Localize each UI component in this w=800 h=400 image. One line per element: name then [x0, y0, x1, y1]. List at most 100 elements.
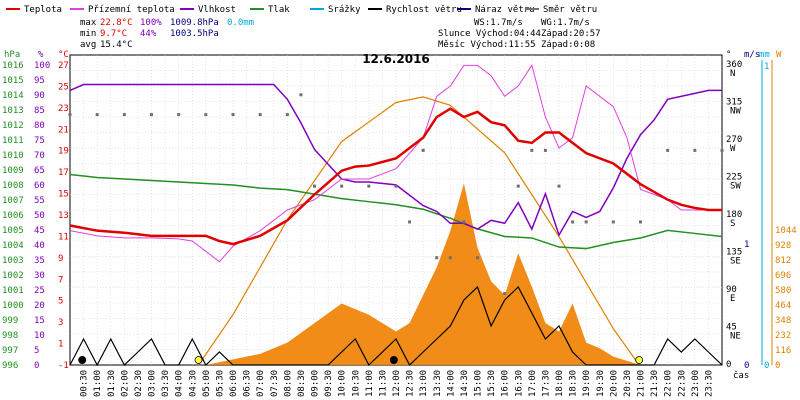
- y-tick-degc: 9: [58, 254, 63, 264]
- x-tick: 19:00: [582, 370, 592, 397]
- y-tick-pct: 55: [34, 196, 45, 206]
- y-tick-pct: 70: [34, 151, 45, 161]
- series-group: [68, 64, 724, 367]
- axis-wm2-label: W: [776, 50, 782, 60]
- axis-mm-label: mm: [759, 50, 770, 60]
- y-tick-wm2: 116: [775, 346, 791, 356]
- stats-min-label: min: [80, 29, 96, 39]
- y-tick-degc: 7: [58, 275, 63, 285]
- y-tick-hpa: 1012: [2, 121, 24, 131]
- y-tick-hpa: 1000: [2, 301, 24, 311]
- x-tick: 03:30: [161, 370, 171, 397]
- y-tick-hpa: 1011: [2, 136, 24, 146]
- x-tick: 07:00: [256, 370, 266, 397]
- wind-dir-point: [543, 148, 547, 152]
- stats-max-press: 1009.8hPa: [170, 18, 219, 28]
- sunrise-marker: [194, 356, 203, 364]
- y-tick-wdir-dir: SE: [730, 257, 741, 267]
- wind-dir-point: [584, 220, 588, 224]
- series-ground-temp: [69, 64, 722, 263]
- y-axes: 1016101510141013101210111010100910081007…: [2, 60, 797, 371]
- x-tick: 01:30: [107, 370, 117, 397]
- x-tick: 18:00: [555, 370, 565, 397]
- x-tick: 22:30: [677, 370, 687, 397]
- wind-dir-point: [394, 184, 398, 188]
- legend: Teplota Přízemní teplota Vlhkost Tlak Srážky…: [6, 5, 597, 15]
- wind-dir-point: [421, 148, 425, 152]
- wind-dir-point: [720, 148, 724, 152]
- legend-label: Tlak: [268, 5, 290, 15]
- info-wg: WG:1.7m/s: [541, 18, 590, 28]
- legend-label: Vlhkost: [198, 5, 236, 15]
- y-tick-pct: 100: [34, 61, 50, 71]
- y-tick-pct: 50: [34, 211, 45, 221]
- wind-dir-point: [122, 113, 126, 117]
- wind-dir-point: [448, 256, 452, 260]
- x-tick: 20:00: [609, 370, 619, 397]
- y-tick-wm2: 928: [775, 241, 791, 251]
- y-tick-pct: 0: [34, 361, 39, 371]
- wind-dir-point: [313, 184, 316, 188]
- y-tick-ms: 1: [744, 240, 749, 250]
- axis-hpa-label: hPa: [4, 50, 20, 60]
- stats-block: max 22.8°C 100% 1009.8hPa 0.0mm min 9.7°…: [80, 18, 254, 50]
- wind-dir-point: [204, 113, 208, 117]
- x-tick: 04:00: [175, 370, 185, 397]
- wind-dir-point: [68, 113, 72, 117]
- y-tick-degc: 23: [58, 104, 69, 114]
- y-tick-hpa: 1007: [2, 196, 24, 206]
- x-tick: 16:00: [501, 370, 511, 397]
- y-tick-wdir-dir: S: [730, 219, 735, 229]
- y-tick-wdir-dir: SW: [730, 182, 741, 192]
- wind-dir-point: [177, 113, 181, 117]
- y-tick-pct: 15: [34, 316, 45, 326]
- y-tick-wdir-dir: W: [730, 144, 736, 154]
- y-tick-pct: 45: [34, 226, 45, 236]
- x-axis: 00:30 01:00 01:30 02:00 02:30 03:00 03:30 04:00…: [80, 370, 715, 397]
- y-tick-ms: 0: [744, 361, 749, 371]
- stats-min-temp: 9.7°C: [100, 29, 127, 39]
- wind-dir-point: [435, 256, 439, 260]
- y-tick-degc: 25: [58, 82, 69, 92]
- wind-dir-point: [557, 184, 561, 188]
- y-tick-pct: 10: [34, 331, 45, 341]
- y-tick-degc: 27: [58, 61, 69, 71]
- x-tick: 10:30: [351, 370, 361, 397]
- wind-dir-point: [285, 113, 289, 117]
- x-tick: 23:30: [704, 370, 714, 397]
- y-tick-pct: 65: [34, 166, 45, 176]
- moonset-marker: [78, 356, 87, 364]
- y-tick-pct: 60: [34, 181, 45, 191]
- x-tick: 16:30: [514, 370, 524, 397]
- y-tick-degc: 15: [58, 190, 69, 200]
- x-tick: 21:30: [650, 370, 660, 397]
- y-tick-wdir: 360: [726, 60, 742, 70]
- y-tick-hpa: 1004: [2, 241, 24, 251]
- stats-avg-temp: 15.4°C: [100, 40, 133, 50]
- info-sun: Slunce Východ:04:44: [438, 29, 541, 39]
- x-tick: 02:00: [120, 370, 130, 397]
- stats-max-temp: 22.8°C: [100, 18, 133, 28]
- y-tick-pct: 75: [34, 136, 45, 146]
- y-tick-pct: 25: [34, 286, 45, 296]
- y-tick-wdir: 315: [726, 98, 742, 108]
- legend-label: Náraz větru: [475, 5, 535, 15]
- x-tick: 03:00: [148, 370, 158, 397]
- stats-max-rain: 0.0mm: [227, 18, 254, 28]
- x-tick: 19:30: [596, 370, 606, 397]
- y-tick-hpa: 1008: [2, 181, 24, 191]
- y-tick-hpa: 1016: [2, 61, 24, 71]
- y-tick-wdir-dir: NW: [730, 107, 741, 117]
- wind-dir-point: [530, 148, 534, 152]
- y-tick-degc: 13: [58, 211, 69, 221]
- y-tick-pct: 95: [34, 76, 45, 86]
- y-tick-pct: 35: [34, 256, 45, 266]
- wind-dir-point: [503, 291, 507, 295]
- x-tick: 17:00: [528, 370, 538, 397]
- y-tick-hpa: 1002: [2, 271, 24, 281]
- stats-min-press: 1003.5hPa: [170, 29, 219, 39]
- y-tick-degc: 3: [58, 318, 63, 328]
- series-pressure: [69, 173, 723, 250]
- wind-dir-point: [150, 113, 153, 117]
- y-tick-hpa: 1001: [2, 286, 24, 296]
